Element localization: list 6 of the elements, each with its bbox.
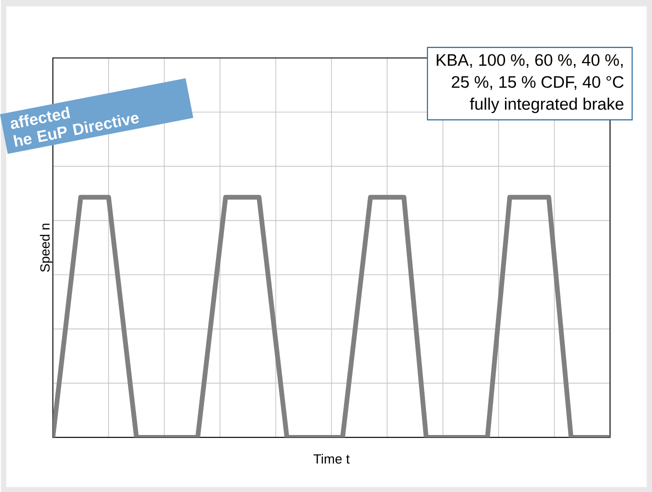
- text: fully integrated brake: [470, 97, 624, 113]
- text: 25 %, 15 % CDF, 40 °C: [452, 76, 624, 90]
- text: KBA, 100 %, 60 %, 40 %,: [436, 54, 623, 68]
- text: affected: [10, 106, 70, 129]
- x-axis-title: Time t: [314, 454, 350, 464]
- y-axis-title: Speed n: [40, 224, 52, 272]
